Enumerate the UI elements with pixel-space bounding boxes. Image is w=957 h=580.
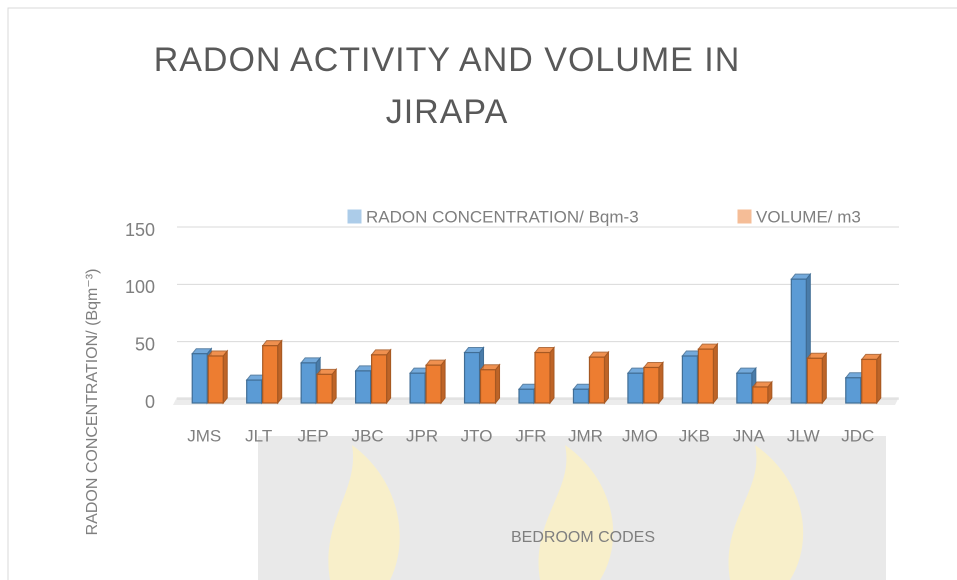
bar bbox=[425, 358, 447, 405]
y-tick-label: 100 bbox=[125, 277, 155, 297]
chart-title: JIRAPA bbox=[386, 93, 509, 131]
bar-top bbox=[207, 350, 229, 357]
bar bbox=[697, 342, 719, 405]
x-tick-label: JLW bbox=[787, 426, 820, 445]
bar-side bbox=[222, 349, 228, 405]
bar-top bbox=[588, 351, 610, 358]
x-tick-label: JNA bbox=[733, 426, 766, 445]
bar-front bbox=[300, 362, 317, 404]
bar-front bbox=[627, 372, 644, 404]
bar-front bbox=[861, 358, 878, 404]
bar-top bbox=[642, 361, 664, 368]
bar-front bbox=[262, 345, 279, 404]
bar-top bbox=[751, 381, 773, 388]
bar-top bbox=[479, 364, 501, 371]
watermark bbox=[258, 436, 886, 580]
bar-front bbox=[246, 379, 263, 404]
bar bbox=[261, 339, 283, 405]
bar-front bbox=[697, 348, 714, 404]
bar-top bbox=[425, 359, 447, 366]
bar-top bbox=[316, 368, 338, 375]
y-tick-label: 0 bbox=[145, 392, 155, 412]
x-tick-label: JLT bbox=[245, 426, 272, 445]
bar-front bbox=[681, 355, 698, 404]
x-tick-label: JMS bbox=[187, 426, 221, 445]
bar-front bbox=[643, 366, 660, 404]
bar bbox=[806, 351, 828, 405]
bar-top bbox=[463, 347, 485, 354]
bar-top bbox=[261, 340, 283, 347]
bar bbox=[533, 346, 556, 405]
bar-top bbox=[697, 343, 719, 350]
bar-side bbox=[495, 363, 501, 405]
bar-front bbox=[518, 388, 535, 404]
bar-front bbox=[316, 373, 333, 404]
x-tick-label: JBC bbox=[352, 426, 384, 445]
y-tick-label: 150 bbox=[125, 220, 155, 240]
chart-title: RADON ACTIVITY AND VOLUME IN bbox=[154, 41, 741, 79]
bar-front bbox=[463, 351, 481, 404]
bar-top bbox=[191, 348, 213, 355]
bar-front bbox=[845, 377, 862, 404]
legend-swatch bbox=[347, 209, 362, 224]
legend-label: VOLUME/ m3 bbox=[756, 207, 861, 226]
bar-front bbox=[371, 354, 388, 404]
y-tick-label: 50 bbox=[135, 334, 155, 354]
bar-front bbox=[191, 353, 208, 404]
bar-front bbox=[409, 372, 426, 404]
legend-label: RADON CONCENTRATION/ Bqm-3 bbox=[366, 207, 639, 226]
bar bbox=[479, 363, 501, 405]
bar-top bbox=[860, 353, 882, 360]
bar bbox=[642, 361, 664, 405]
bar bbox=[860, 353, 882, 405]
bar bbox=[370, 348, 392, 405]
bar-front bbox=[425, 364, 442, 404]
x-tick-label: JFR bbox=[515, 426, 546, 445]
bar-side bbox=[386, 348, 392, 405]
bar-top bbox=[790, 273, 812, 280]
bar bbox=[316, 367, 338, 405]
x-tick-label: JTO bbox=[461, 426, 493, 445]
bar-side bbox=[277, 339, 283, 405]
bar-front bbox=[806, 357, 823, 404]
bar-front bbox=[534, 351, 551, 404]
bar-top bbox=[735, 367, 757, 374]
bar-side bbox=[440, 358, 446, 405]
bar bbox=[588, 350, 610, 405]
bar-front bbox=[572, 388, 590, 404]
x-tick-label: JMR bbox=[568, 426, 603, 445]
bar-front bbox=[790, 278, 807, 404]
x-tick-label: JMO bbox=[622, 426, 658, 445]
x-axis-title: BEDROOM CODES bbox=[511, 529, 655, 546]
bar bbox=[735, 366, 757, 405]
bar-front bbox=[588, 356, 606, 404]
bar bbox=[517, 382, 540, 405]
bar bbox=[207, 349, 229, 405]
bar-top bbox=[300, 357, 322, 364]
x-tick-label: JKB bbox=[679, 426, 710, 445]
bar bbox=[751, 380, 773, 405]
bar-top bbox=[370, 349, 392, 356]
bar-front bbox=[355, 370, 372, 404]
bar-front bbox=[736, 372, 753, 404]
x-tick-label: JEP bbox=[298, 426, 329, 445]
legend-swatch bbox=[737, 209, 752, 224]
x-tick-label: JPR bbox=[406, 426, 438, 445]
bar-front bbox=[479, 369, 497, 404]
y-axis-title: RADON CONCENTRATION/ (Bqm⁻³) bbox=[84, 269, 101, 536]
bar-top bbox=[806, 352, 828, 359]
bar-top bbox=[533, 347, 556, 354]
x-tick-label: JDC bbox=[841, 426, 874, 445]
bar-front bbox=[752, 386, 769, 404]
bar-front bbox=[207, 355, 224, 404]
